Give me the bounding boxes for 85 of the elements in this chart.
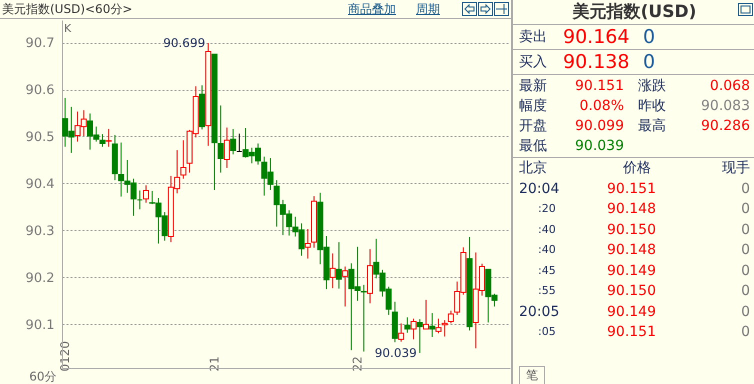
text: 90.151 bbox=[607, 180, 656, 198]
text: 0 bbox=[643, 25, 656, 49]
text: 北京 bbox=[519, 159, 547, 178]
text: 90.138 bbox=[563, 50, 630, 74]
y-tick-label: 90.1 bbox=[26, 318, 54, 333]
text: 价格 bbox=[623, 159, 651, 178]
x-axis-title: 60分 bbox=[29, 370, 56, 384]
text: 最新 bbox=[519, 77, 547, 96]
text: :05 bbox=[538, 324, 556, 340]
y-tick-label: 90.6 bbox=[26, 83, 54, 98]
text: 美元指数(USD) bbox=[513, 0, 754, 25]
candlestick bbox=[435, 318, 442, 334]
text: 周期 bbox=[416, 1, 440, 18]
text: 90.039 bbox=[575, 137, 624, 156]
text: 20:05 bbox=[519, 302, 560, 322]
text: 90.151 bbox=[607, 323, 656, 342]
candlestick bbox=[224, 127, 230, 168]
text: 0 bbox=[741, 200, 750, 219]
y-tick-label: 90.3 bbox=[26, 224, 54, 239]
text: 卖出 bbox=[519, 28, 547, 47]
text: 90.149 bbox=[607, 262, 656, 280]
candlestick bbox=[330, 252, 336, 289]
candlestick bbox=[236, 133, 242, 152]
text: 0 bbox=[741, 282, 750, 301]
text: 买入 bbox=[519, 53, 547, 72]
text: 商品叠加 bbox=[348, 1, 396, 18]
text: 最低 bbox=[519, 137, 547, 156]
annotation: 90.039 bbox=[374, 346, 417, 360]
text: 0 bbox=[741, 220, 750, 240]
text: :45 bbox=[538, 262, 556, 278]
candlestick bbox=[304, 228, 311, 260]
text: 90.150 bbox=[607, 220, 656, 240]
candlestick bbox=[230, 128, 236, 155]
candlestick bbox=[342, 266, 348, 307]
candlestick bbox=[410, 318, 417, 340]
text: :55 bbox=[538, 283, 556, 299]
text: 90.150 bbox=[607, 282, 656, 301]
text: 90.286 bbox=[701, 117, 750, 136]
text: 现手 bbox=[722, 159, 750, 178]
candlestick bbox=[143, 184, 149, 204]
text: 昨收 bbox=[638, 97, 666, 116]
candlestick bbox=[136, 190, 143, 210]
text: 幅度 bbox=[519, 97, 547, 116]
text: 0 bbox=[741, 262, 750, 280]
text: 90.099 bbox=[575, 117, 624, 136]
chart-title: 美元指数(USD)<60分> bbox=[2, 1, 132, 18]
candlestick bbox=[336, 242, 342, 290]
text: 0 bbox=[643, 50, 656, 74]
text: :40 bbox=[538, 222, 556, 238]
text: :20 bbox=[538, 201, 556, 217]
y-tick-label: 90.2 bbox=[26, 270, 54, 286]
text: 90.151 bbox=[575, 77, 624, 96]
text: 涨跌 bbox=[638, 77, 666, 96]
text: 最高 bbox=[638, 117, 666, 136]
text: 笔 bbox=[519, 366, 545, 384]
text: 开盘 bbox=[519, 117, 547, 136]
text: 90.149 bbox=[607, 302, 656, 322]
text: 90.164 bbox=[563, 25, 630, 49]
candlestick bbox=[448, 310, 454, 324]
text: 0.068 bbox=[710, 77, 750, 96]
annotation: K bbox=[64, 22, 72, 35]
text: 0 bbox=[741, 323, 750, 342]
candlestick bbox=[429, 312, 436, 338]
y-tick-label: 90.4 bbox=[26, 176, 54, 192]
candlestick bbox=[416, 318, 423, 354]
text: 90.148 bbox=[607, 241, 656, 260]
text: 20:04 bbox=[519, 180, 560, 198]
candlestick bbox=[398, 322, 404, 342]
text: 0 bbox=[741, 180, 750, 198]
y-tick-label: 90.5 bbox=[26, 130, 54, 145]
candlestick bbox=[360, 284, 367, 352]
text: 90.083 bbox=[701, 97, 750, 116]
annotation: 90.699 bbox=[163, 36, 206, 50]
text: :40 bbox=[538, 242, 556, 258]
candlestick bbox=[423, 299, 429, 330]
y-tick-label: 90.7 bbox=[26, 36, 54, 52]
candlestick bbox=[218, 104, 224, 174]
candlestick bbox=[180, 140, 186, 180]
text: 0 bbox=[741, 241, 750, 260]
text: 0.08% bbox=[580, 97, 624, 116]
candlestick bbox=[442, 320, 448, 338]
text: 0 bbox=[741, 302, 750, 322]
candlestick bbox=[404, 316, 410, 334]
candlestick bbox=[106, 128, 112, 148]
text: 90.148 bbox=[607, 200, 656, 219]
